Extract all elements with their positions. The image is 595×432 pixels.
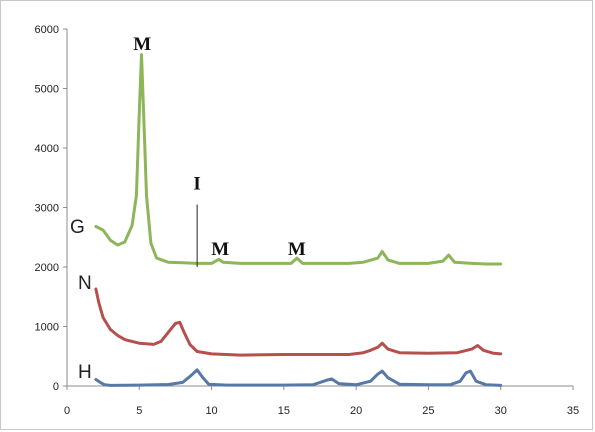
- y-tick-label: 6000: [35, 24, 59, 36]
- curve-label-g: G: [70, 217, 85, 238]
- curve-label-n: N: [78, 273, 92, 294]
- y-tick-label: 1000: [35, 322, 59, 334]
- x-axis-ticks: 0 5 10 15 20 25 30 35: [64, 386, 579, 417]
- curve-label-h: H: [78, 362, 92, 383]
- peak-annotation: M: [288, 239, 306, 260]
- y-tick-label: 5000: [35, 84, 59, 96]
- y-tick-label: 4000: [35, 143, 59, 155]
- x-tick-label: 0: [64, 405, 70, 417]
- series-layer: [94, 53, 503, 387]
- x-tick-label: 5: [136, 405, 142, 417]
- x-tick-label: 25: [422, 405, 434, 417]
- series-line-g: [94, 53, 503, 266]
- series-line-n: [94, 287, 503, 357]
- x-tick-label: 30: [495, 405, 507, 417]
- y-tick-label: 2000: [35, 262, 59, 274]
- peak-annotation: I: [193, 174, 200, 195]
- x-tick-label: 20: [350, 405, 362, 417]
- x-tick-label: 35: [567, 405, 579, 417]
- x-tick-label: 10: [205, 405, 217, 417]
- peak-annotation: M: [133, 34, 151, 55]
- series-line-h: [94, 368, 503, 387]
- y-axis-ticks: 0 1000 2000 3000 4000 5000 6000: [35, 24, 67, 393]
- x-tick-label: 15: [278, 405, 290, 417]
- y-tick-label: 3000: [35, 203, 59, 215]
- annotation-layer: M I M M: [133, 34, 306, 260]
- y-tick-label: 0: [53, 381, 59, 393]
- peak-annotation: M: [211, 239, 229, 260]
